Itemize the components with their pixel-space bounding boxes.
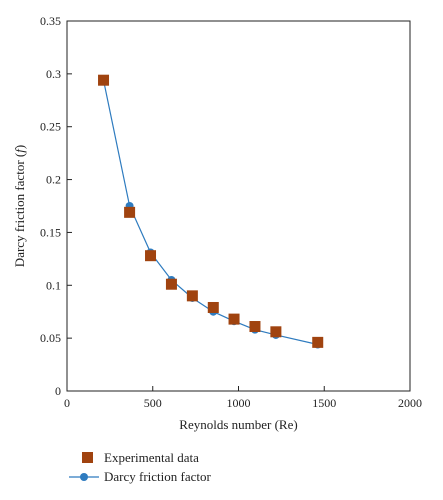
x-tick-label: 1500	[312, 396, 336, 410]
experimental-point	[124, 206, 136, 218]
x-axis-label: Reynolds number (Re)	[179, 417, 297, 432]
y-tick-label: 0.15	[40, 225, 61, 239]
experimental-point	[165, 278, 177, 290]
y-axis-ticks: 0 0.05 0.1 0.15 0.2 0.25 0.3 0.35	[40, 14, 72, 398]
legend: Experimental data Darcy friction factor	[69, 450, 212, 484]
plot-area: 0 500 1000 1500 2000 00.050.10.150.20.250.30…	[40, 14, 422, 410]
experimental-point	[98, 74, 110, 86]
x-axis-ticks: 0 500 1000 1500 2000	[64, 386, 422, 410]
experimental-point	[249, 321, 261, 333]
x-tick-label: 0	[64, 396, 70, 410]
experimental-point	[270, 326, 282, 338]
y-axis-label-symbol: f	[12, 147, 27, 153]
legend-label-experimental: Experimental data	[104, 450, 199, 465]
legend-label-darcy: Darcy friction factor	[104, 469, 212, 484]
darcy-line	[102, 80, 318, 346]
experimental-point	[145, 250, 157, 262]
y-tick-label: 0.3	[46, 67, 61, 81]
x-tick-label: 2000	[398, 396, 422, 410]
y-tick-label: 0.2	[46, 173, 61, 187]
x-tick-label: 500	[144, 396, 162, 410]
legend-square-marker	[82, 452, 93, 463]
legend-circle-marker	[80, 473, 88, 481]
y-tick-label: 0.1	[46, 278, 61, 292]
y-tick-label: 0.05	[40, 331, 61, 345]
y-axis-label-prefix: Darcy friction factor (	[12, 153, 27, 267]
experimental-point	[207, 301, 219, 313]
y-tick-label: 0	[55, 384, 61, 398]
y-tick-label: 0.25	[40, 120, 61, 134]
experimental-square-series	[98, 74, 324, 348]
y-tick-label: 0.35	[40, 14, 61, 28]
y-axis-label-suffix: )	[12, 145, 27, 149]
experimental-point	[228, 313, 240, 325]
experimental-point	[312, 336, 324, 348]
x-tick-label: 1000	[227, 396, 251, 410]
y-axis-label: Darcy friction factor (f)	[12, 145, 27, 267]
experimental-point	[186, 290, 198, 302]
plot-frame	[66, 20, 411, 392]
